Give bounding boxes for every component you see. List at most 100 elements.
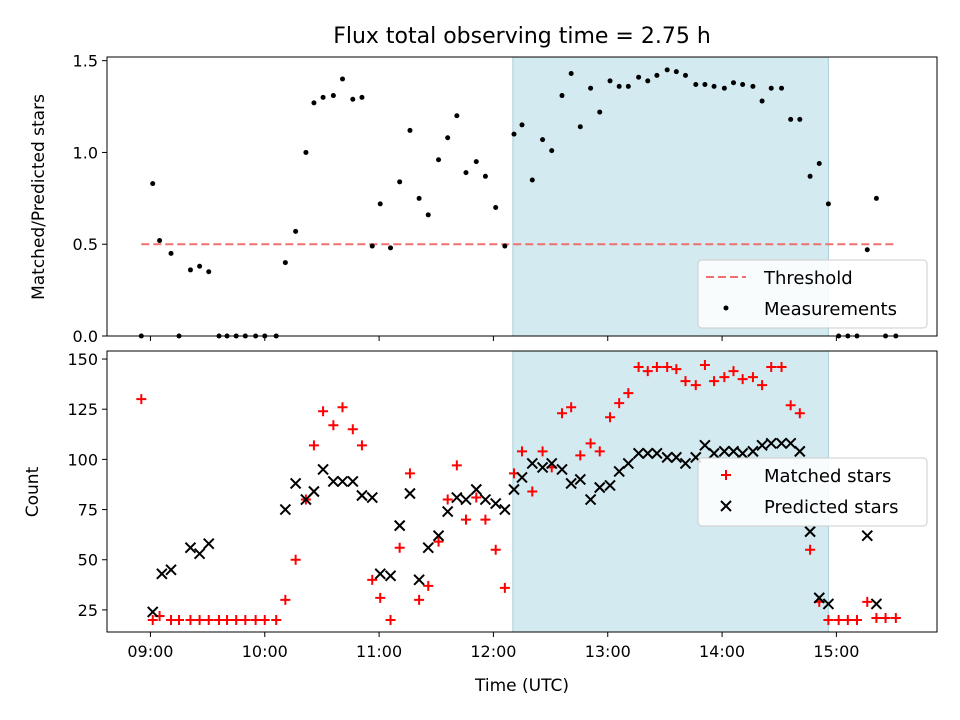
bottom-series-matched-stars <box>136 360 901 625</box>
bottom-y-tick-label: 100 <box>67 450 98 469</box>
matched-star-point <box>690 380 701 391</box>
predicted-star-point <box>622 457 635 470</box>
chart-title: Flux total observing time = 2.75 h <box>333 24 711 49</box>
top-y-tick-label: 0.0 <box>73 327 98 346</box>
bottom-panel-y-axis-label: Count <box>23 466 43 517</box>
matched-star-point <box>442 494 453 505</box>
matched-star-point <box>328 420 339 431</box>
matched-star-point <box>471 492 482 503</box>
measurement-point <box>502 243 508 249</box>
predicted-star-point <box>308 485 320 498</box>
matched-star-point <box>517 446 527 457</box>
matched-star-point <box>367 574 378 585</box>
x-tick-label: 13:00 <box>585 642 631 661</box>
matched-star-point <box>499 582 510 593</box>
matched-star-point <box>250 614 261 625</box>
matched-star-point <box>290 554 301 565</box>
predicted-star-point <box>613 465 625 478</box>
top-y-tick-label: 1.5 <box>73 52 98 71</box>
x-axis-label: Time (UTC) <box>474 676 569 696</box>
predicted-star-point <box>479 493 492 506</box>
matched-star-point <box>308 440 319 451</box>
measurement-point <box>779 85 785 91</box>
matched-star-point <box>174 614 185 625</box>
legend-label: Measurements <box>764 299 897 320</box>
measurement-point <box>473 159 479 165</box>
measurement-point <box>711 83 717 89</box>
legend-label: Predicted stars <box>764 497 898 518</box>
top-series-measurements <box>138 67 899 339</box>
matched-star-point <box>614 398 625 409</box>
matched-star-point <box>680 376 691 387</box>
predicted-star-point <box>651 447 663 460</box>
measurement-point <box>350 96 356 102</box>
predicted-star-point <box>642 447 654 460</box>
predicted-star-point <box>422 541 434 554</box>
matched-star-point <box>259 614 270 625</box>
predicted-star-point <box>441 505 454 518</box>
measurement-point <box>330 93 336 99</box>
predicted-star-point <box>289 477 302 490</box>
measurement-point <box>157 238 163 244</box>
measurement-point <box>282 260 288 266</box>
predicted-star-point <box>184 541 197 554</box>
legend-swatch-measurements <box>723 305 729 311</box>
matched-star-point <box>318 406 329 417</box>
predicted-star-point <box>526 457 538 470</box>
top-y-tick-label: 1.0 <box>73 143 98 162</box>
matched-star-point <box>423 580 434 591</box>
matched-star-point <box>880 612 891 623</box>
measurement-point <box>168 250 174 256</box>
matched-star-point <box>537 446 548 457</box>
measurement-point <box>873 195 879 201</box>
measurement-point <box>519 122 525 128</box>
top-panel: 0.0 0.5 1.0 1.5 Threshold Measurements <box>73 52 938 346</box>
x-tick-label: 09:00 <box>127 642 173 661</box>
matched-star-point <box>240 614 251 625</box>
matched-star-point <box>757 380 768 391</box>
measurement-point <box>540 137 546 143</box>
measurement-point <box>493 205 499 211</box>
matched-star-point <box>337 402 348 413</box>
predicted-star-point <box>699 439 711 452</box>
measurement-point <box>693 82 699 88</box>
measurement-point <box>588 85 594 91</box>
x-tick-label: 14:00 <box>699 642 745 661</box>
predicted-star-point <box>813 592 825 604</box>
measurement-point <box>436 157 442 163</box>
predicted-star-point <box>489 497 502 510</box>
legend-swatch-matched-stars <box>721 470 731 480</box>
matched-star-point <box>623 388 634 399</box>
measurement-point <box>293 228 299 234</box>
matched-star-point <box>433 536 444 547</box>
measurement-point <box>673 69 679 75</box>
top-axes-frame <box>106 56 938 337</box>
matched-star-point <box>594 446 605 457</box>
predicted-star-point <box>451 491 463 504</box>
matched-star-point <box>776 362 787 373</box>
measurement-point <box>721 85 727 91</box>
measurement-point <box>377 201 383 207</box>
predicted-star-point <box>736 447 749 460</box>
measurement-point <box>625 83 631 89</box>
matched-star-point <box>404 468 415 479</box>
measurement-point <box>311 100 317 106</box>
measurement-point <box>788 116 794 122</box>
matched-star-point <box>823 614 834 625</box>
predicted-star-point <box>460 493 472 506</box>
top-legend: Threshold Measurements <box>697 259 928 329</box>
legend-swatch-predicted-stars <box>720 500 732 512</box>
x-tick-label: 15:00 <box>813 642 859 661</box>
legend-box <box>697 457 928 527</box>
predicted-star-point <box>804 525 816 538</box>
measurement-point <box>463 170 469 176</box>
x-tick-label: 12:00 <box>470 642 516 661</box>
matched-star-point <box>203 614 214 625</box>
matched-star-point <box>833 614 844 625</box>
matched-star-point <box>633 362 644 373</box>
predicted-star-point <box>670 451 683 464</box>
measurement-point <box>645 78 651 84</box>
legend-label: Matched stars <box>764 466 891 487</box>
matched-star-point <box>527 486 538 497</box>
predicted-star-point <box>794 445 806 458</box>
